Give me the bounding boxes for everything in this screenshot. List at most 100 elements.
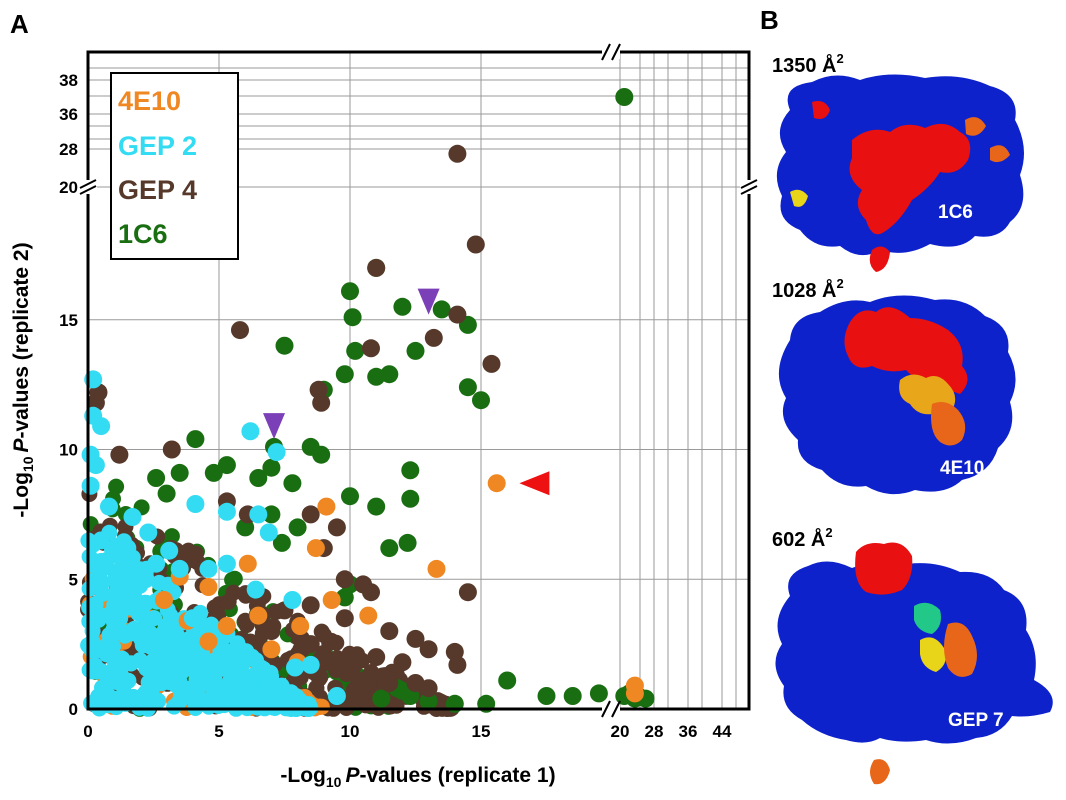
series-gep2-cloud-point — [81, 548, 98, 565]
surface-3 — [775, 561, 1053, 744]
series-1c6-cloud-point — [163, 528, 180, 545]
panel-b-label: B — [760, 5, 779, 35]
annotation-markers — [263, 288, 550, 496]
series-gep4-point-28 — [393, 653, 412, 672]
series-1c6-point-12 — [458, 378, 477, 397]
series-1c6-point-11 — [335, 365, 354, 384]
panel-b-structures: 1350 Å2 1C6 1028 Å2 4E10 602 Å2 — [772, 51, 1053, 785]
series-gep4-point-33 — [262, 622, 281, 641]
x-break-bottom-slash-b — [611, 700, 621, 718]
series-gep2-cloud-point — [106, 539, 123, 556]
series-4e10-point-0 — [487, 474, 506, 493]
y-axis-title: -Log10P-values (replicate 2) — [10, 242, 36, 517]
series-1c6-point-34 — [262, 505, 281, 524]
series-gep2-point-23 — [265, 676, 283, 695]
series-gep2-point-28 — [183, 609, 202, 628]
series-gep4-point-40 — [354, 671, 373, 690]
series-gep2-cloud-point — [185, 652, 201, 669]
series-gep2-cloud-point — [228, 698, 245, 715]
epitope-1-red — [849, 123, 971, 235]
series-gep2-cloud-point — [144, 680, 161, 697]
series-1c6-point-28 — [217, 456, 236, 475]
series-1c6-point-23 — [380, 539, 399, 558]
y-break-left-mask — [79, 180, 97, 194]
series-4e10-point-2 — [427, 559, 446, 578]
series-gep4-point-17 — [301, 505, 320, 524]
series-gep2-point-27 — [136, 570, 155, 589]
series-gep4-point-34 — [301, 635, 320, 654]
series-1c6-point-36 — [288, 518, 307, 537]
series-gep2-cloud-point — [136, 594, 153, 611]
y-tick-label-5: 5 — [69, 570, 78, 589]
series-gep2-point-8 — [249, 505, 268, 524]
series-1c6-point-18 — [312, 445, 331, 464]
series-gep2-cloud-point — [191, 678, 208, 695]
epitope-3-orange-b — [870, 759, 890, 785]
series-1c6-point-5 — [343, 308, 362, 327]
series-1c6-point-29 — [204, 463, 223, 482]
series-1c6-point-4 — [341, 282, 359, 301]
series-gep2-point-26 — [118, 539, 137, 558]
y-tick-label-28: 28 — [59, 140, 78, 159]
series-gep4-point-36 — [341, 648, 359, 667]
series-gep4-point-1 — [466, 235, 485, 254]
series-gep2-point-22 — [286, 658, 304, 677]
series-4e10-point-18 — [625, 676, 644, 695]
series-gep4-point-13 — [162, 440, 181, 459]
epitope-1-red-c — [869, 246, 890, 272]
series-gep2-cloud-point — [171, 654, 188, 671]
structure-2-label: 4E10 — [940, 458, 984, 479]
series-gep2-cloud-point — [114, 650, 131, 667]
series-gep2-cloud-point — [146, 610, 163, 627]
series-gep4-point-16 — [327, 518, 346, 537]
series-gep2-point-2 — [92, 417, 111, 436]
series-gep4-point-30 — [335, 609, 354, 628]
series-1c6-point-33 — [157, 484, 176, 503]
epitope-3-yellow — [920, 637, 946, 672]
series-1c6-point-15 — [275, 336, 294, 355]
series-1c6-point-37 — [272, 533, 291, 552]
series-4e10-point-6 — [291, 617, 310, 635]
series-gep2-cloud-point — [139, 660, 156, 677]
series-gep2-cloud-point — [164, 617, 181, 634]
plot-frame — [86, 50, 751, 711]
series-gep2-point-11 — [259, 523, 278, 542]
structure-gep7: GEP 7 — [775, 542, 1053, 785]
series-gep4-point-5 — [482, 354, 501, 373]
panel-a-label: A — [10, 9, 29, 39]
x-tick-label-20: 20 — [611, 722, 630, 741]
series-gep4-cloud-point — [328, 662, 345, 679]
series-gep4-point-37 — [380, 674, 399, 692]
x-tick-label-44: 44 — [713, 722, 732, 741]
series-gep2-cloud-point — [98, 646, 115, 663]
series-gep4-cloud-point — [348, 691, 365, 708]
series-gep4-point-22 — [380, 622, 399, 641]
legend-4e10: 4E10 — [118, 86, 181, 116]
epitope-2-red — [844, 307, 968, 394]
series-1c6-point-41 — [537, 687, 556, 705]
series-4e10-point-3 — [322, 591, 341, 609]
structure-3-label: GEP 7 — [948, 710, 1004, 731]
y-break-left-slash-b — [79, 185, 97, 195]
series-4e10-point-7 — [238, 554, 257, 573]
series-gep2-point-17 — [199, 559, 218, 578]
series-1c6-point-32 — [147, 469, 166, 487]
series-gep4-point-8 — [312, 393, 331, 412]
series-gep2-cloud-point — [89, 568, 106, 585]
series-1c6-point-22 — [401, 489, 420, 508]
series-gep4-cloud-point — [237, 612, 254, 629]
series-gep2-point-25 — [100, 497, 118, 516]
series-gep2-point-10 — [217, 502, 236, 521]
grid-lines — [88, 52, 749, 709]
structure-1-area: 1350 Å2 — [772, 51, 844, 77]
series-gep4-point-31 — [301, 596, 320, 615]
series-gep4-point-9 — [231, 321, 249, 340]
y-tick-label-15: 15 — [59, 311, 78, 330]
series-1c6-point-26 — [262, 458, 281, 477]
series-gep4-point-19 — [335, 570, 354, 589]
tick-labels: 0 5 10 15 20 28 36 44 0 5 10 15 20 28 36 38 — [59, 71, 732, 741]
series-1c6-cloud-point — [108, 478, 125, 495]
series-gep4-point-29 — [367, 648, 386, 667]
x-break-top-mask — [602, 45, 620, 59]
series-gep2-cloud-point — [266, 699, 283, 716]
